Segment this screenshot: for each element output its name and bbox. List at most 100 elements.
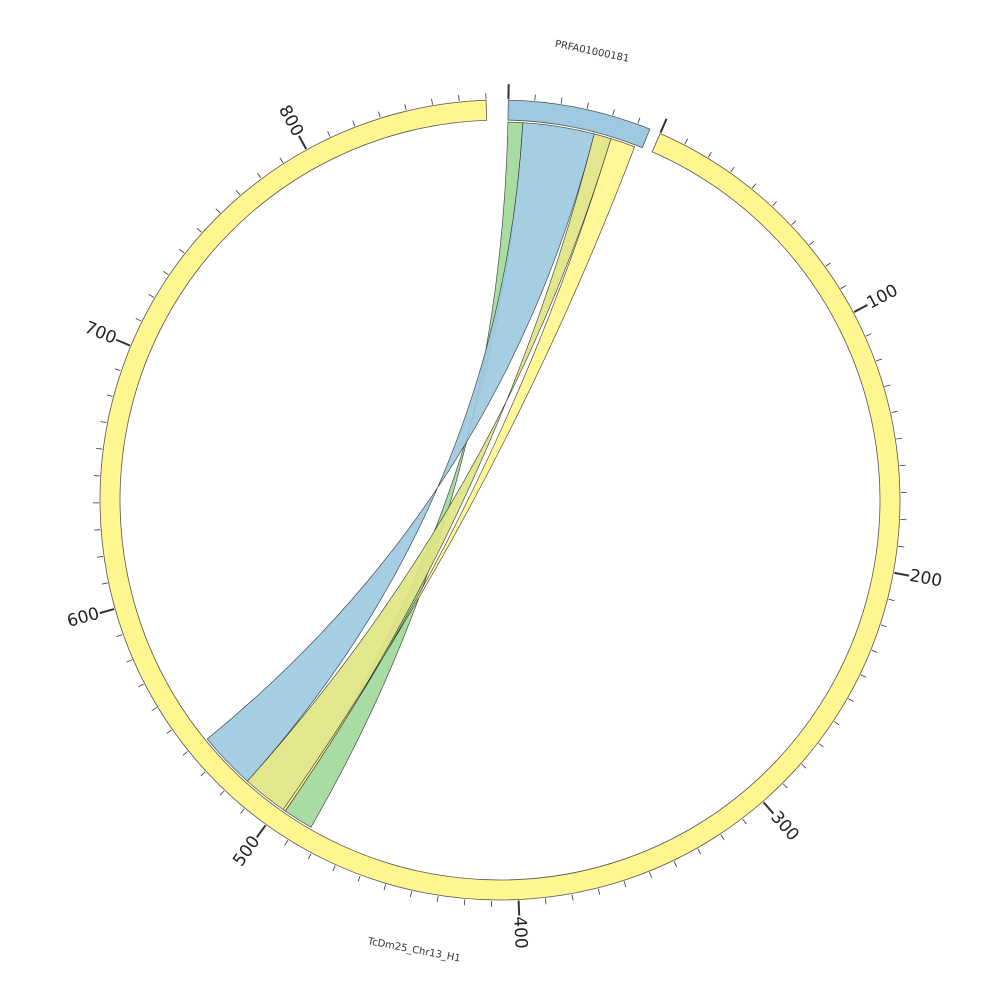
chromosome-label: PRFA01000181 bbox=[554, 39, 630, 65]
minor-tick bbox=[404, 104, 407, 111]
minor-tick bbox=[458, 95, 460, 102]
minor-tick bbox=[431, 98, 433, 105]
chromosome-label: TcDm25_Chr13_H1 bbox=[366, 936, 462, 965]
minor-tick bbox=[697, 848, 702, 855]
minor-tick bbox=[235, 189, 241, 196]
minor-tick bbox=[898, 545, 905, 548]
minor-tick bbox=[899, 464, 906, 467]
ribbon-3 bbox=[246, 133, 612, 812]
minor-tick bbox=[834, 721, 840, 726]
minor-tick bbox=[840, 285, 847, 289]
minor-tick bbox=[612, 109, 615, 116]
minor-tick bbox=[357, 875, 361, 882]
minor-tick bbox=[307, 853, 312, 860]
minor-tick bbox=[865, 333, 872, 337]
tick-label-600: 600 bbox=[65, 604, 102, 632]
major-tick bbox=[762, 801, 775, 815]
minor-tick bbox=[891, 410, 898, 413]
tick-label-700: 700 bbox=[82, 318, 120, 349]
minor-tick bbox=[166, 729, 172, 734]
ticks bbox=[93, 84, 910, 916]
minor-tick bbox=[707, 151, 712, 158]
tick-label-400: 400 bbox=[509, 916, 530, 949]
minor-tick bbox=[409, 891, 413, 898]
minor-tick bbox=[571, 894, 574, 901]
minor-tick bbox=[114, 368, 121, 372]
minor-tick bbox=[151, 707, 158, 711]
minor-tick bbox=[182, 751, 188, 756]
minor-tick bbox=[637, 117, 641, 124]
minor-tick bbox=[751, 183, 757, 189]
minor-tick bbox=[730, 166, 735, 173]
minor-tick bbox=[848, 698, 854, 702]
minor-tick bbox=[126, 659, 133, 663]
major-tick bbox=[255, 824, 267, 839]
minor-tick bbox=[825, 262, 831, 267]
minor-tick bbox=[560, 97, 563, 104]
minor-tick bbox=[880, 624, 887, 628]
minor-tick bbox=[791, 220, 797, 226]
minor-tick bbox=[684, 138, 688, 145]
minor-tick bbox=[649, 871, 652, 878]
minor-tick bbox=[534, 94, 536, 101]
minor-tick bbox=[352, 120, 356, 127]
minor-tick bbox=[673, 861, 677, 867]
minor-tick bbox=[888, 598, 895, 602]
major-tick bbox=[99, 608, 115, 615]
minor-tick bbox=[96, 448, 103, 450]
minor-tick bbox=[871, 649, 878, 653]
minor-tick bbox=[196, 228, 202, 233]
minor-tick bbox=[782, 783, 788, 789]
minor-tick bbox=[219, 790, 225, 796]
ideograms bbox=[99, 99, 901, 901]
minor-tick bbox=[818, 743, 824, 748]
minor-tick bbox=[544, 898, 547, 905]
minor-tick bbox=[586, 102, 589, 109]
minor-tick bbox=[284, 840, 289, 846]
ideogram-TcDm25_Chr13_H1 bbox=[99, 99, 901, 901]
major-tick bbox=[853, 304, 868, 313]
minor-tick bbox=[623, 881, 627, 888]
minor-tick bbox=[179, 248, 185, 254]
minor-tick bbox=[240, 808, 245, 814]
ideogram-PRFA01000181 bbox=[507, 99, 651, 149]
minor-tick bbox=[332, 865, 336, 872]
minor-tick bbox=[772, 201, 777, 207]
minor-tick bbox=[116, 634, 123, 638]
minor-tick bbox=[148, 294, 155, 298]
minor-tick bbox=[106, 394, 113, 397]
minor-tick bbox=[383, 884, 387, 891]
minor-tick bbox=[279, 157, 284, 163]
minor-tick bbox=[896, 437, 903, 440]
tick-label-800: 800 bbox=[274, 102, 307, 140]
minor-tick bbox=[884, 384, 891, 387]
labels: 100200300400500600700800TcDm25_Chr13_H1P… bbox=[65, 39, 944, 965]
tick-label-200: 200 bbox=[908, 566, 944, 592]
minor-tick bbox=[138, 683, 144, 688]
minor-tick bbox=[860, 674, 867, 678]
minor-tick bbox=[378, 111, 381, 118]
minor-tick bbox=[215, 208, 221, 214]
ribbons bbox=[206, 121, 636, 828]
minor-tick bbox=[801, 763, 807, 769]
minor-tick bbox=[101, 582, 108, 585]
minor-tick bbox=[876, 358, 882, 362]
ribbon-4 bbox=[282, 138, 636, 812]
minor-tick bbox=[135, 318, 142, 322]
minor-tick bbox=[742, 818, 747, 825]
ribbon-2 bbox=[206, 122, 595, 782]
major-tick bbox=[517, 900, 521, 916]
major-tick bbox=[298, 135, 308, 150]
minor-tick bbox=[327, 131, 331, 137]
major-tick bbox=[115, 338, 131, 347]
minor-tick bbox=[100, 421, 107, 424]
minor-tick bbox=[96, 556, 104, 558]
minor-tick bbox=[163, 270, 169, 276]
minor-tick bbox=[257, 172, 262, 179]
minor-tick bbox=[463, 899, 466, 906]
major-tick bbox=[659, 118, 668, 133]
tick-label-500: 500 bbox=[229, 832, 264, 870]
major-tick bbox=[894, 571, 910, 577]
minor-tick bbox=[720, 834, 725, 840]
minor-tick bbox=[436, 896, 439, 903]
